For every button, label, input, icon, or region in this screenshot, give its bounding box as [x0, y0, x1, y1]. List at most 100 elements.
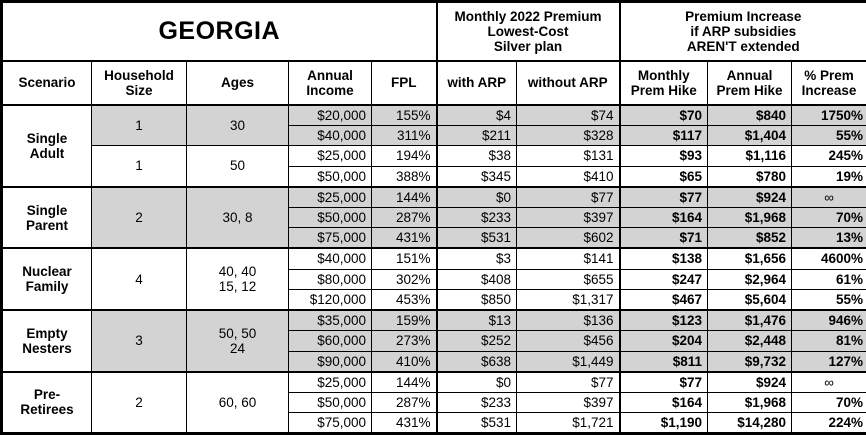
without-arp-cell: $77: [515, 370, 621, 393]
fpl-cell: 431%: [371, 412, 438, 434]
without-arp-cell: $602: [515, 227, 621, 249]
fpl-cell: 144%: [371, 185, 438, 208]
pct-increase-cell: 224%: [791, 412, 866, 434]
monthly-hike-cell: $164: [619, 206, 709, 229]
with-arp-cell: $531: [436, 412, 517, 434]
monthly-hike-cell: $247: [619, 268, 709, 291]
with-arp-cell: $38: [436, 145, 517, 167]
fpl-cell: 302%: [371, 268, 438, 291]
annual-hike-cell: $1,968: [707, 391, 793, 414]
ages-cell: 40, 40 15, 12: [186, 247, 289, 311]
without-arp-cell: $141: [515, 247, 621, 270]
pct-increase-cell: 1750%: [791, 104, 866, 126]
pct-increase-cell: ∞: [791, 370, 866, 393]
monthly-hike-cell: $811: [619, 350, 709, 373]
with-arp-cell: $0: [436, 185, 517, 208]
pct-increase-cell: 61%: [791, 268, 866, 291]
without-arp-cell: $456: [515, 330, 621, 352]
table-title-row: GEORGIA Monthly 2022 Premium Lowest-Cost…: [1, 1, 866, 62]
ages-cell: 30, 8: [186, 185, 289, 249]
table-row: $90,000 410% $638 $1,449 $811 $9,732 127%: [2, 350, 866, 373]
table-row: $75,000 431% $531 $1,721 $1,190 $14,280 224%: [2, 412, 866, 434]
column-header-row: Scenario Household Size Ages Annual Inco…: [1, 60, 866, 106]
table-title: GEORGIA: [1, 1, 438, 62]
annual-hike-cell: $1,116: [707, 145, 793, 167]
income-cell: $35,000: [288, 309, 372, 332]
pct-increase-cell: 70%: [791, 206, 866, 229]
pct-increase-cell: 81%: [791, 330, 866, 352]
monthly-hike-cell: $70: [619, 104, 709, 126]
col-header-annual-prem-hike: Annual Prem Hike: [707, 60, 793, 106]
with-arp-cell: $638: [436, 350, 517, 373]
monthly-hike-cell: $467: [619, 289, 709, 311]
with-arp-cell: $408: [436, 268, 517, 291]
col-header-pct-prem-increase: % Prem Increase: [791, 60, 866, 106]
table-row: Single Adult 1 30 $20,000 155% $4 $74 $70 $840 17…: [1, 103, 866, 188]
income-cell: $20,000: [288, 104, 372, 126]
income-cell: $50,000: [288, 391, 372, 414]
annual-hike-cell: $1,656: [707, 247, 793, 270]
col-header-monthly-prem-hike: Monthly Prem Hike: [619, 60, 709, 106]
col-header-scenario: Scenario: [1, 60, 92, 106]
table-row: 1 50 $25,000 194% $38 $131 $93 $1,116 245%: [2, 145, 866, 188]
income-cell: $40,000: [288, 247, 372, 270]
col-header-ages: Ages: [186, 60, 289, 106]
with-arp-cell: $0: [436, 370, 517, 393]
household-size-cell: 1: [91, 103, 187, 147]
without-arp-cell: $410: [515, 165, 621, 188]
without-arp-cell: $1,721: [515, 412, 621, 434]
scenario-cell: Single Adult: [1, 103, 92, 188]
pct-increase-cell: 245%: [791, 145, 866, 167]
table-row: $80,000 302% $408 $655 $247 $2,964 61%: [2, 268, 866, 291]
col-header-annual-income: Annual Income: [288, 60, 372, 106]
col-header-without-arp: without ARP: [515, 60, 621, 106]
without-arp-cell: $74: [515, 104, 621, 126]
pct-increase-cell: 19%: [791, 165, 866, 188]
fpl-cell: 287%: [371, 206, 438, 229]
income-cell: $60,000: [288, 330, 372, 352]
income-cell: $80,000: [288, 268, 372, 291]
table-row: $75,000 431% $531 $602 $71 $852 13%: [2, 227, 866, 249]
table-row: $40,000 311% $211 $328 $117 $1,404 55%: [2, 124, 866, 147]
ages-cell: 50, 50 24: [186, 309, 289, 373]
without-arp-cell: $1,449: [515, 350, 621, 373]
scenario-cell: Empty Nesters: [1, 309, 92, 373]
fpl-cell: 194%: [371, 145, 438, 167]
monthly-hike-cell: $93: [619, 145, 709, 167]
scenario-cell: Nuclear Family: [1, 247, 92, 311]
fpl-cell: 453%: [371, 289, 438, 311]
col-header-household-size: Household Size: [91, 60, 187, 106]
annual-hike-cell: $2,964: [707, 268, 793, 291]
table-row: Pre- Retirees 2 60, 60 $25,000 144% $0 $77 $77 $…: [1, 370, 866, 434]
with-arp-cell: $345: [436, 165, 517, 188]
monthly-hike-cell: $138: [619, 247, 709, 270]
monthly-hike-cell: $77: [619, 370, 709, 393]
pct-increase-cell: 127%: [791, 350, 866, 373]
with-arp-cell: $850: [436, 289, 517, 311]
income-cell: $120,000: [288, 289, 372, 311]
fpl-cell: 431%: [371, 227, 438, 249]
annual-hike-cell: $1,968: [707, 206, 793, 229]
col-header-fpl: FPL: [371, 60, 438, 106]
premium-group-header: Monthly 2022 Premium Lowest-Cost Silver …: [435, 1, 621, 62]
without-arp-cell: $1,317: [515, 289, 621, 311]
monthly-hike-cell: $164: [619, 391, 709, 414]
pct-increase-cell: 13%: [791, 227, 866, 249]
annual-hike-cell: $852: [707, 227, 793, 249]
income-cell: $50,000: [288, 165, 372, 188]
fpl-cell: 273%: [371, 330, 438, 352]
without-arp-cell: $136: [515, 309, 621, 332]
monthly-hike-cell: $1,190: [619, 412, 709, 434]
pct-increase-cell: 55%: [791, 124, 866, 147]
without-arp-cell: $397: [515, 391, 621, 414]
scenario-cell: Single Parent: [1, 185, 92, 249]
table-body: Single Adult 1 30 $20,000 155% $4 $74 $70 $840 17…: [1, 103, 866, 434]
income-cell: $25,000: [288, 185, 372, 208]
without-arp-cell: $328: [515, 124, 621, 147]
income-cell: $25,000: [288, 370, 372, 393]
income-cell: $50,000: [288, 206, 372, 229]
with-arp-cell: $233: [436, 391, 517, 414]
fpl-cell: 410%: [371, 350, 438, 373]
monthly-hike-cell: $117: [619, 124, 709, 147]
